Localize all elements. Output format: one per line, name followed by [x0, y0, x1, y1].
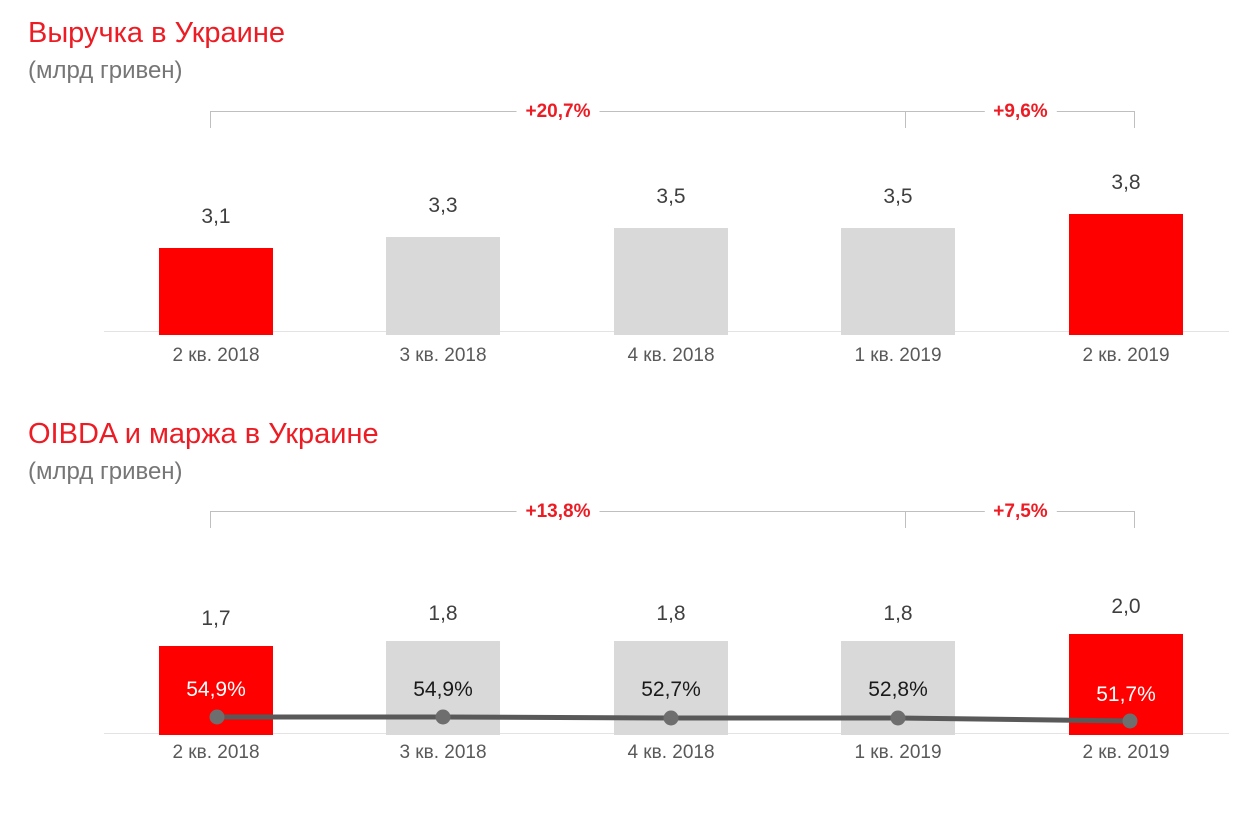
revenue-cat-q2-2018: 2 кв. 2018	[172, 345, 260, 366]
oibda-bar-value-q4-2018: 1,8	[656, 602, 686, 625]
oibda-margin-label-q2-2019: 51,7%	[1096, 683, 1156, 706]
oibda-bar-value-q2-2019: 2,0	[1111, 595, 1141, 618]
oibda-bar-value-q2-2018: 1,7	[201, 607, 231, 630]
revenue-bar-value-q2-2018: 3,1	[201, 205, 231, 228]
revenue-cat-q2-2019: 2 кв. 2019	[1082, 345, 1170, 366]
oibda-chart-subtitle: (млрд гривен)	[28, 458, 183, 485]
revenue-growth-bracket-yoy: +20,7%	[210, 100, 906, 130]
bracket-tick-right	[905, 511, 906, 528]
oibda-growth-value-yoy: +13,8%	[516, 500, 600, 523]
oibda-cat-q2-2018: 2 кв. 2018	[172, 742, 260, 763]
oibda-margin-label-q4-2018: 52,7%	[641, 678, 701, 701]
oibda-cat-q2-2019: 2 кв. 2019	[1082, 742, 1170, 763]
revenue-chart-subtitle: (млрд гривен)	[28, 57, 183, 84]
revenue-bar-q2-2019[interactable]	[1069, 214, 1183, 335]
revenue-bar-value-q3-2018: 3,3	[428, 194, 458, 217]
revenue-bar-value-q1-2019: 3,5	[883, 185, 913, 208]
revenue-cat-q4-2018: 4 кв. 2018	[627, 345, 715, 366]
oibda-growth-value-qoq: +7,5%	[984, 500, 1057, 523]
oibda-growth-bracket-yoy: +13,8%	[210, 500, 906, 530]
revenue-bar-q4-2018[interactable]	[614, 228, 728, 335]
oibda-growth-bracket-qoq: +7,5%	[906, 500, 1135, 530]
revenue-bar-value-q4-2018: 3,5	[656, 185, 686, 208]
oibda-margin-label-q2-2018: 54,9%	[186, 678, 246, 701]
oibda-category-labels: 2 кв. 2018 3 кв. 2018 4 кв. 2018 1 кв. 2…	[0, 742, 1240, 772]
oibda-margin-label-q1-2019: 52,8%	[868, 678, 928, 701]
oibda-bar-value-q3-2018: 1,8	[428, 602, 458, 625]
revenue-growth-bracket-qoq: +9,6%	[906, 100, 1135, 130]
revenue-bar-q3-2018[interactable]	[386, 237, 500, 335]
revenue-chart-title: Выручка в Украине	[28, 17, 285, 49]
revenue-cat-q3-2018: 3 кв. 2018	[399, 345, 487, 366]
oibda-chart-panel: OIBDA и маржа в Украине (млрд гривен)	[0, 400, 1240, 813]
oibda-cat-q3-2018: 3 кв. 2018	[399, 742, 487, 763]
bracket-tick-right	[905, 111, 906, 128]
revenue-bar-q1-2019[interactable]	[841, 228, 955, 335]
oibda-margin-point-q3-2018[interactable]	[435, 709, 451, 725]
oibda-margin-label-q3-2018: 54,9%	[413, 678, 473, 701]
revenue-bar-value-q2-2019: 3,8	[1111, 171, 1141, 194]
revenue-chart-panel: Выручка в Украине (млрд гривен) +20,7% +…	[0, 0, 1240, 400]
revenue-growth-value-qoq: +9,6%	[984, 100, 1057, 123]
revenue-growth-value-yoy: +20,7%	[516, 100, 600, 123]
oibda-margin-point-q1-2019[interactable]	[890, 710, 906, 726]
revenue-growth-brackets: +20,7% +9,6%	[0, 100, 1240, 140]
bracket-tick-left	[210, 111, 211, 128]
oibda-margin-point-q4-2018[interactable]	[663, 710, 679, 726]
oibda-growth-brackets: +13,8% +7,5%	[0, 500, 1240, 540]
bracket-tick-right	[1134, 511, 1135, 528]
oibda-margin-point-q2-2018[interactable]	[209, 709, 225, 725]
oibda-bar-value-q1-2019: 1,8	[883, 602, 913, 625]
revenue-cat-q1-2019: 1 кв. 2019	[854, 345, 942, 366]
oibda-cat-q1-2019: 1 кв. 2019	[854, 742, 942, 763]
oibda-margin-line-series	[209, 709, 1138, 729]
oibda-cat-q4-2018: 4 кв. 2018	[627, 742, 715, 763]
revenue-plot-area: 3,1 3,3 3,5 3,5 3,8	[0, 150, 1240, 335]
bracket-tick-right	[1134, 111, 1135, 128]
revenue-bar-q2-2018[interactable]	[159, 248, 273, 335]
bracket-tick-left	[210, 511, 211, 528]
oibda-chart-title: OIBDA и маржа в Украине	[28, 418, 379, 450]
oibda-margin-point-q2-2019[interactable]	[1122, 713, 1138, 729]
revenue-category-labels: 2 кв. 2018 3 кв. 2018 4 кв. 2018 1 кв. 2…	[0, 345, 1240, 375]
